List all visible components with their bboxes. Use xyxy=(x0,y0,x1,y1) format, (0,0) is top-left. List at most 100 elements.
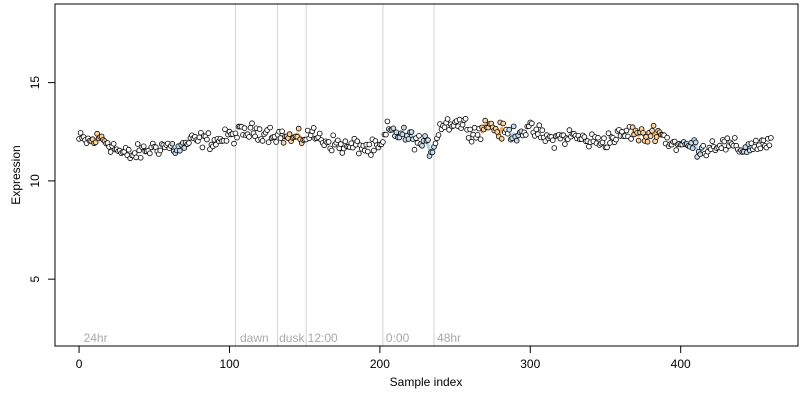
data-point xyxy=(619,128,625,135)
data-point xyxy=(539,127,546,133)
data-point xyxy=(213,141,219,148)
data-point xyxy=(432,140,439,147)
data-point xyxy=(277,135,284,141)
x-tick-label: 400 xyxy=(671,357,691,371)
timepoint-annotation: dusk xyxy=(279,331,305,345)
annotation-layer: 24hr dawn dusk 12:00 0:00 48hr xyxy=(84,331,461,345)
data-point xyxy=(380,139,386,145)
data-point xyxy=(644,139,651,145)
data-point xyxy=(522,132,529,138)
data-point xyxy=(368,152,374,158)
data-point xyxy=(459,122,466,128)
data-point xyxy=(241,125,248,131)
timepoint-annotation: 0:00 xyxy=(386,331,410,345)
data-point xyxy=(444,116,451,122)
data-point xyxy=(595,134,601,141)
data-point xyxy=(304,127,311,134)
data-point xyxy=(204,136,210,143)
timepoint-annotation: dawn xyxy=(240,331,269,345)
data-point xyxy=(286,131,293,137)
vline-layer xyxy=(234,4,435,346)
data-point xyxy=(169,141,176,147)
data-point xyxy=(731,135,738,141)
y-axis-label: Expression xyxy=(9,145,23,204)
data-point xyxy=(399,131,406,138)
y-tick-label: 5 xyxy=(28,276,42,283)
data-point xyxy=(477,136,484,143)
data-point xyxy=(279,128,285,135)
data-point xyxy=(425,137,431,143)
data-point xyxy=(196,134,203,141)
data-point xyxy=(401,124,407,131)
data-point xyxy=(607,140,613,146)
data-point xyxy=(390,125,397,132)
data-point xyxy=(441,124,448,130)
data-point xyxy=(494,129,501,135)
data-point xyxy=(649,128,655,134)
data-point xyxy=(724,135,731,142)
data-point xyxy=(310,125,317,131)
data-point xyxy=(137,155,144,161)
timepoint-annotation: 12:00 xyxy=(308,331,338,345)
data-point xyxy=(536,122,543,128)
x-tick-label: 300 xyxy=(520,357,540,371)
data-point xyxy=(753,137,759,144)
point-layer xyxy=(76,115,774,162)
data-point xyxy=(384,118,391,125)
data-point xyxy=(177,148,183,154)
data-point xyxy=(465,135,472,141)
data-point xyxy=(295,125,302,132)
data-point xyxy=(664,134,670,141)
data-point xyxy=(419,143,425,149)
data-point xyxy=(234,134,240,141)
data-point xyxy=(640,130,646,136)
data-point xyxy=(328,147,335,154)
data-point xyxy=(405,136,412,142)
data-point xyxy=(371,147,377,154)
data-point xyxy=(252,133,258,140)
data-point xyxy=(474,132,481,138)
data-point xyxy=(273,139,279,145)
data-point xyxy=(549,137,556,144)
data-point xyxy=(337,141,344,147)
data-point xyxy=(342,138,349,145)
x-axis-label: Sample index xyxy=(390,375,463,389)
data-point xyxy=(92,139,99,146)
data-point xyxy=(330,132,337,139)
data-point xyxy=(199,144,206,151)
data-point xyxy=(256,126,263,132)
y-tick-label: 15 xyxy=(28,76,42,90)
timepoint-annotation: 48hr xyxy=(437,331,461,345)
data-point xyxy=(467,126,473,133)
data-point xyxy=(223,138,230,144)
data-point xyxy=(265,139,272,146)
data-point xyxy=(534,131,541,137)
data-point xyxy=(355,150,362,157)
data-point xyxy=(280,140,287,146)
data-point xyxy=(422,133,428,139)
data-point xyxy=(718,145,725,151)
data-point xyxy=(722,146,729,153)
data-point xyxy=(623,127,630,134)
data-point xyxy=(510,123,517,130)
data-point xyxy=(446,127,452,133)
data-point xyxy=(673,147,679,153)
data-point xyxy=(408,129,415,135)
data-point xyxy=(249,120,255,126)
data-point xyxy=(471,124,478,131)
data-point xyxy=(647,133,654,139)
x-tick-label: 100 xyxy=(219,357,239,371)
data-point xyxy=(628,136,634,142)
data-point xyxy=(601,135,607,142)
data-point xyxy=(147,150,153,157)
data-point xyxy=(462,115,469,122)
data-point xyxy=(133,154,140,161)
data-point xyxy=(231,140,237,147)
data-point xyxy=(107,149,114,155)
y-tick-label: 10 xyxy=(28,174,42,188)
data-point xyxy=(506,126,513,133)
data-point xyxy=(334,137,341,144)
